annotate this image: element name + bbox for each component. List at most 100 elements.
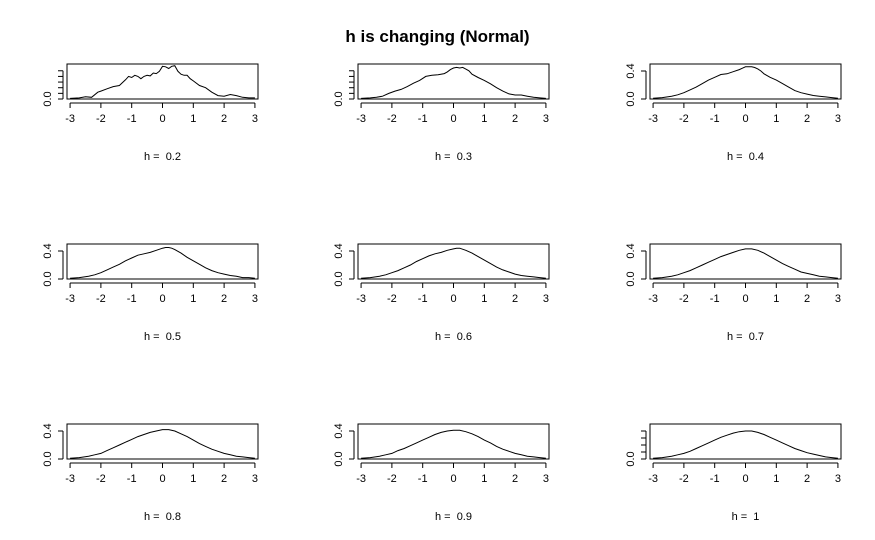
x-tick-label: -1 [127,113,137,125]
x-tick-label: 1 [481,113,487,125]
y-tick-label: 0.0 [625,451,637,466]
x-tick-label: -2 [96,113,106,125]
x-tick-label: 2 [804,293,810,305]
y-tick-label: 0.4 [42,423,54,438]
x-tick-label: -2 [96,473,106,485]
panel-label: h = 0.3 [435,151,472,163]
density-line [70,429,255,459]
x-tick-label: 2 [512,113,518,125]
density-panel: -3 -2 -1 0 1 2 3 0.0 h = 1 [625,423,842,523]
x-tick-label: 1 [773,113,779,125]
x-tick-label: -2 [679,113,689,125]
y-tick-label: 0.4 [625,243,637,258]
x-tick-label: 3 [543,473,549,485]
x-tick-label: -3 [65,293,75,305]
density-line [70,247,255,279]
x-tick-label: -3 [356,113,366,125]
x-tick-label: -2 [679,293,689,305]
y-tick-label: 0.0 [625,271,637,286]
x-tick-label: -2 [679,473,689,485]
x-tick-label: 0 [450,473,456,485]
x-tick-label: 2 [804,113,810,125]
x-tick-label: 3 [252,293,258,305]
x-tick-label: 0 [159,113,165,125]
x-tick-label: -1 [418,293,428,305]
plot-frame [66,63,259,100]
plot-frame [649,63,842,100]
density-line [653,430,838,459]
x-tick-label: 2 [221,293,227,305]
x-tick-label: 1 [773,473,779,485]
x-tick-label: -2 [96,293,106,305]
x-tick-label: -2 [387,473,397,485]
y-tick-label: 0.4 [625,63,637,78]
x-tick-label: -1 [710,473,720,485]
x-tick-label: 0 [450,113,456,125]
x-tick-label: 2 [221,473,227,485]
plot-frame [357,423,550,460]
plot-frame [357,63,550,100]
x-tick-label: -2 [387,293,397,305]
panel-label: h = 0.9 [435,511,472,523]
density-line [361,429,546,459]
density-line [653,248,838,279]
x-tick-label: 3 [835,113,841,125]
x-tick-label: 2 [512,473,518,485]
x-tick-label: 2 [512,293,518,305]
density-panel: -3 -2 -1 0 1 2 3 0.0 0.4 h = 0.7 [625,243,842,343]
density-panel: -3 -2 -1 0 1 2 3 0.0 h = 0.3 [333,63,550,163]
x-tick-label: -1 [127,293,137,305]
x-tick-label: -1 [710,293,720,305]
x-tick-label: 1 [773,293,779,305]
y-tick-label: 0.0 [333,451,345,466]
x-tick-label: 3 [543,293,549,305]
x-tick-label: 3 [835,473,841,485]
x-tick-label: -2 [387,113,397,125]
density-panel: -3 -2 -1 0 1 2 3 0.0 0.4 h = 0.9 [333,423,550,523]
plot-frame [66,243,259,280]
y-tick-label: 0.4 [333,423,345,438]
x-tick-label: -3 [65,473,75,485]
density-panel: -3 -2 -1 0 1 2 3 0.0 0.4 h = 0.8 [42,423,259,523]
panel-label: h = 0.5 [144,331,181,343]
x-tick-label: -1 [127,473,137,485]
x-tick-label: -3 [356,293,366,305]
panel-label: h = 0.4 [727,151,764,163]
density-panel: -3 -2 -1 0 1 2 3 0.0 h = 0.2 [42,63,259,163]
x-tick-label: 1 [190,113,196,125]
x-tick-label: 1 [481,293,487,305]
plot-frame [357,243,550,280]
plot-frame [66,423,259,460]
x-tick-label: 0 [450,293,456,305]
y-tick-label: 0.4 [42,243,54,258]
x-tick-label: 0 [159,473,165,485]
x-tick-label: 0 [742,293,748,305]
x-tick-label: 3 [252,473,258,485]
y-tick-label: 0.0 [333,91,345,106]
density-panel: -3 -2 -1 0 1 2 3 0.0 0.4 h = 0.6 [333,243,550,343]
x-tick-label: 3 [835,293,841,305]
x-tick-label: -1 [418,473,428,485]
x-tick-label: -3 [65,113,75,125]
x-tick-label: 1 [190,473,196,485]
x-tick-label: 2 [804,473,810,485]
x-tick-label: -1 [710,113,720,125]
panel-label: h = 1 [732,511,760,523]
y-tick-label: 0.0 [42,91,54,106]
plot-frame [649,243,842,280]
x-tick-label: 0 [742,113,748,125]
x-tick-label: -3 [356,473,366,485]
y-tick-label: 0.0 [42,271,54,286]
x-tick-label: 1 [481,473,487,485]
page-title: h is changing (Normal) [345,27,530,46]
x-tick-label: 1 [190,293,196,305]
x-tick-label: -3 [648,473,658,485]
density-line [70,65,255,99]
x-tick-label: 0 [742,473,748,485]
density-line [361,66,546,99]
x-tick-label: 3 [252,113,258,125]
x-tick-label: 2 [221,113,227,125]
density-panel: -3 -2 -1 0 1 2 3 0.0 0.4 h = 0.4 [625,63,842,163]
y-tick-label: 0.0 [42,451,54,466]
